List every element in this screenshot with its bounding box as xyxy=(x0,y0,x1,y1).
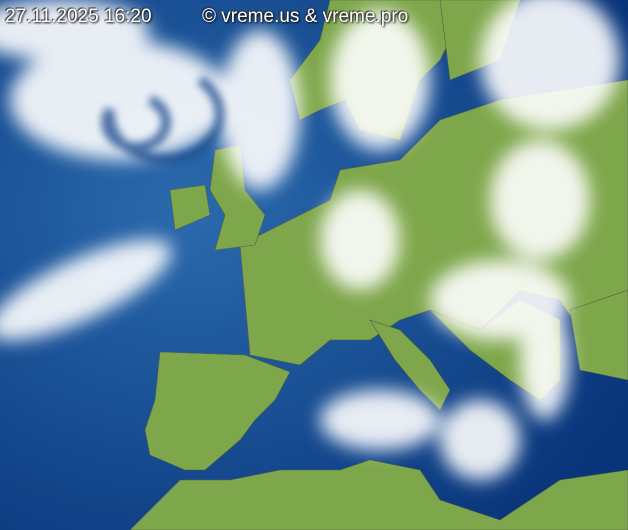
ireland xyxy=(169,184,211,231)
timestamp-label: 27.11.2025 16:20 xyxy=(5,6,152,27)
north-africa xyxy=(129,459,628,530)
cyclone-swirl xyxy=(101,75,225,165)
turkey xyxy=(569,289,628,381)
iberia xyxy=(144,351,291,471)
clouds xyxy=(0,0,620,480)
copyright-label: © vreme.us & vreme.pro xyxy=(202,6,409,27)
italy xyxy=(369,319,451,411)
